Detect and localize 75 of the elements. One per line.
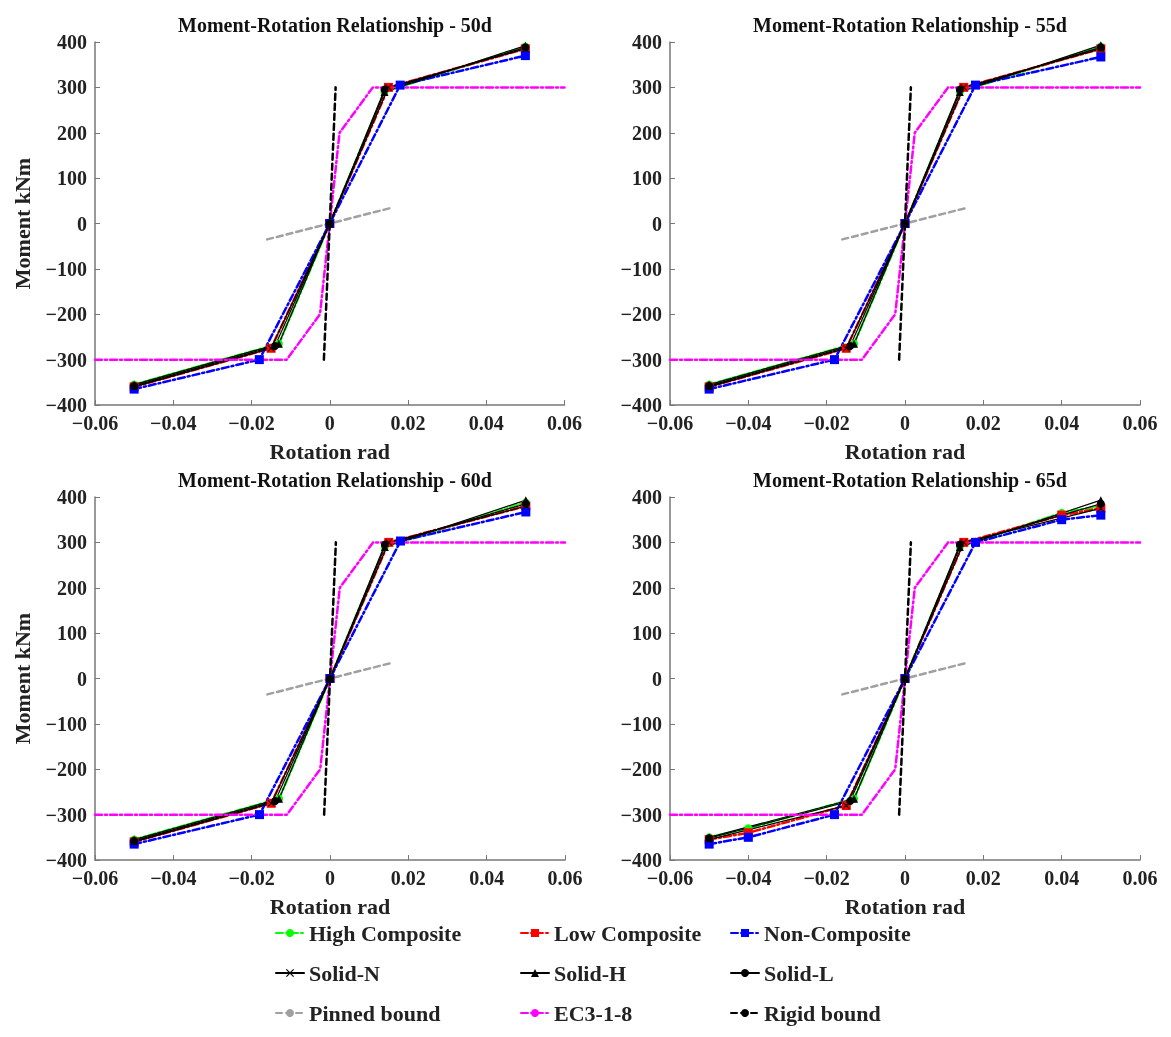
x-tick-label: 0.04 [469, 867, 505, 889]
x-tick-label: −0.02 [803, 412, 850, 434]
y-tick-label: −300 [45, 803, 87, 826]
legend-label: Solid-N [309, 960, 381, 986]
y-tick-label: 300 [57, 76, 87, 99]
x-tick-label: 0.04 [1044, 412, 1080, 434]
y-tick-label: 300 [57, 531, 87, 554]
y-tick-label: 200 [57, 121, 87, 144]
y-tick-label: −200 [45, 758, 87, 781]
legend-label: Solid-L [764, 960, 834, 986]
y-axis-title: Moment kNm [9, 612, 35, 745]
y-tick-label: −200 [620, 303, 662, 326]
x-tick-label: 0.06 [547, 867, 583, 889]
x-tick-label: −0.04 [725, 867, 772, 889]
x-tick-label: 0.06 [1122, 412, 1158, 434]
y-tick-label: 100 [632, 167, 662, 190]
y-tick-label: −200 [45, 303, 87, 326]
x-tick-label: −0.04 [725, 412, 772, 434]
y-tick-label: 400 [57, 31, 87, 53]
legend-label: Low Composite [554, 920, 702, 946]
y-tick-label: 200 [632, 121, 662, 144]
y-tick-label: 0 [77, 667, 87, 690]
y-tick-label: −300 [45, 348, 87, 371]
legend-label: Rigid bound [764, 1000, 881, 1026]
y-tick-label: 0 [652, 212, 662, 235]
y-tick-label: 0 [652, 667, 662, 690]
x-tick-label: 0.04 [1044, 867, 1080, 889]
y-tick-label: −100 [45, 712, 87, 735]
y-axis-title: Moment kNm [9, 157, 35, 290]
chart-title: Moment-Rotation Relationship - 50d [178, 14, 492, 37]
x-tick-label: 0 [324, 412, 335, 434]
y-tick-label: 400 [632, 31, 662, 53]
x-tick-label: 0.02 [390, 412, 426, 434]
x-tick-label: −0.04 [150, 412, 197, 434]
x-tick-label: 0.06 [547, 412, 582, 434]
y-tick-label: 400 [57, 486, 87, 508]
x-tick-label: −0.02 [803, 867, 850, 889]
x-tick-label: 0 [900, 867, 910, 889]
y-tick-label: −300 [620, 803, 662, 826]
x-axis-title: Rotation rad [269, 438, 390, 464]
x-tick-label: 0 [900, 412, 910, 434]
y-tick-label: 200 [632, 576, 662, 599]
x-tick-label: 0.02 [965, 412, 1001, 434]
y-tick-label: −100 [45, 257, 87, 280]
x-tick-label: 0 [325, 867, 335, 889]
y-tick-label: −100 [620, 712, 662, 735]
y-tick-label: 100 [57, 622, 87, 645]
legend-label: High Composite [309, 920, 462, 946]
y-tick-label: 0 [77, 212, 87, 235]
x-tick-label: −0.04 [150, 867, 197, 889]
legend-label: EC3-1-8 [554, 1000, 633, 1026]
legend-label: Pinned bound [309, 1000, 441, 1026]
y-tick-label: 300 [632, 531, 662, 554]
x-tick-label: 0.06 [1122, 867, 1158, 889]
y-tick-label: 300 [632, 76, 662, 99]
x-axis-title: Rotation rad [269, 893, 391, 919]
legend-label: Solid-H [554, 960, 627, 986]
x-tick-label: 0.04 [468, 412, 504, 434]
x-tick-label: −0.02 [228, 412, 275, 434]
y-tick-label: 100 [632, 622, 662, 645]
y-tick-label: −100 [620, 257, 662, 280]
chart-title: Moment-Rotation Relationship - 60d [178, 469, 492, 492]
chart-title: Moment-Rotation Relationship - 65d [753, 469, 1067, 492]
y-tick-label: 400 [632, 486, 662, 508]
y-tick-label: 200 [57, 576, 87, 599]
legend-label: Non-Composite [764, 920, 911, 946]
x-tick-label: −0.02 [228, 867, 275, 889]
x-tick-label: 0.02 [965, 867, 1001, 889]
y-tick-label: −300 [620, 348, 662, 371]
x-axis-title: Rotation rad [844, 893, 966, 919]
y-tick-label: 100 [57, 167, 87, 190]
x-tick-label: 0.02 [390, 867, 426, 889]
x-axis-title: Rotation rad [844, 438, 966, 464]
y-tick-label: −200 [620, 758, 662, 781]
chart-title: Moment-Rotation Relationship - 55d [753, 14, 1067, 37]
